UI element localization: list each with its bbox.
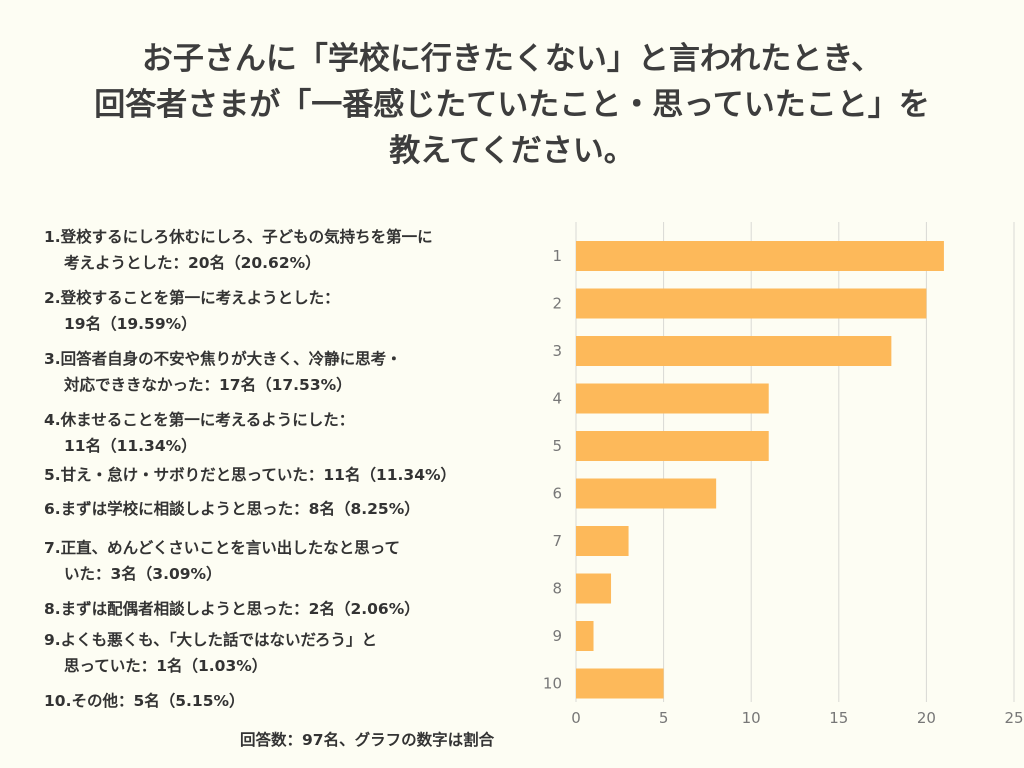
legend-item-1-line-2: 考えようとした：20名（20.62%） [64,254,321,272]
y-tick-label-9: 9 [552,627,562,645]
legend-item-5-line-1: 5.甘え・怠け・サボりだと思っていた：11名（11.34%） [44,466,457,484]
legend-item-9-line-1: 9.よくも悪くも、「大した話ではないだろう」と [44,631,378,649]
x-tick-label-5: 5 [659,709,669,727]
x-tick-label-0: 0 [571,709,581,727]
legend-item-3-line-1: 3.回答者自身の不安や焦りが大きく、冷静に思考・ [44,350,402,368]
legend-item-8: 8.まずは配偶者相談しようと思った：2名（2.06%） [44,596,564,622]
y-tick-label-4: 4 [552,390,562,408]
x-tick-label-25: 25 [1004,709,1023,727]
legend-item-4-line-2: 11名（11.34%） [64,437,197,455]
legend-item-2: 2.登校することを第一に考えようとした： 19名（19.59%） [44,285,564,337]
bar-10 [576,668,664,699]
y-tick-label-3: 3 [552,342,562,360]
x-tick-label-10: 10 [742,709,761,727]
legend-item-2-line-2: 19名（19.59%） [64,315,197,333]
legend-item-9-line-2: 思っていた：1名（1.03%） [64,657,268,675]
legend-item-1-line-1: 1.登校するにしろ休むにしろ、子どもの気持ちを第一に [44,228,433,246]
legend-item-7: 7.正直、めんどくさいことを言い出したなと思って いた：3名（3.09%） [44,535,564,587]
y-tick-label-10: 10 [543,675,562,693]
bar-9 [576,621,594,651]
title-line-1: お子さんに「学校に行きたくない」と言われたとき、 [141,41,883,77]
chart-title: お子さんに「学校に行きたくない」と言われたとき、 回答者さまが「一番感じたていた… [0,36,1024,174]
legend-item-5: 5.甘え・怠け・サボりだと思っていた：11名（11.34%） [44,462,564,488]
legend-item-7-line-1: 7.正直、めんどくさいことを言い出したなと思って [44,539,400,557]
bar-8 [576,573,612,604]
x-tick-label-20: 20 [917,709,936,727]
legend-item-10-line-1: 10.その他：5名（5.15%） [44,692,245,710]
y-tick-label-5: 5 [552,437,562,455]
legend-item-4-line-1: 4.休ませることを第一に考えるようにした： [44,411,355,429]
legend-item-7-line-2: いた：3名（3.09%） [64,565,222,583]
legend-item-3-line-2: 対応でききなかった：17名（17.53%） [64,376,352,394]
bar-chart: 0 5 10 15 20 25 1 2 3 4 5 6 7 8 9 10 [543,222,1024,727]
legend-item-3: 3.回答者自身の不安や焦りが大きく、冷静に思考・ 対応でききなかった：17名（1… [44,346,564,398]
legend-item-9: 9.よくも悪くも、「大した話ではないだろう」と 思っていた：1名（1.03%） [44,627,564,679]
y-tick-label-2: 2 [552,295,562,313]
y-tick-label-1: 1 [552,247,562,265]
title-line-3: 教えてください。 [389,133,635,169]
legend-item-4: 4.休ませることを第一に考えるようにした： 11名（11.34%） [44,407,564,459]
legend-item-10: 10.その他：5名（5.15%） [44,688,564,714]
legend-item-8-line-1: 8.まずは配偶者相談しようと思った：2名（2.06%） [44,600,420,618]
bar-7 [576,526,629,556]
bar-2 [576,288,927,319]
legend-item-6: 6.まずは学校に相談しようと思った：8名（8.25%） [44,496,564,522]
bar-5 [576,431,769,461]
bar-1 [576,241,944,271]
legend-item-2-line-1: 2.登校することを第一に考えようとした： [44,289,340,307]
bar-6 [576,478,717,509]
x-tick-label-15: 15 [829,709,848,727]
title-line-2: 回答者さまが「一番感じたていたこと・思っていたこと」を [94,87,930,123]
legend-item-1: 1.登校するにしろ休むにしろ、子どもの気持ちを第一に 考えようとした：20名（2… [44,224,564,276]
bar-3 [576,336,892,366]
y-tick-label-8: 8 [552,580,562,598]
footer-note: 回答数：97名、グラフの数字は割合 [240,731,495,749]
legend-item-6-line-1: 6.まずは学校に相談しようと思った：8名（8.25%） [44,500,420,518]
bar-4 [576,383,769,414]
y-tick-label-6: 6 [552,485,562,503]
y-tick-label-7: 7 [552,532,562,550]
